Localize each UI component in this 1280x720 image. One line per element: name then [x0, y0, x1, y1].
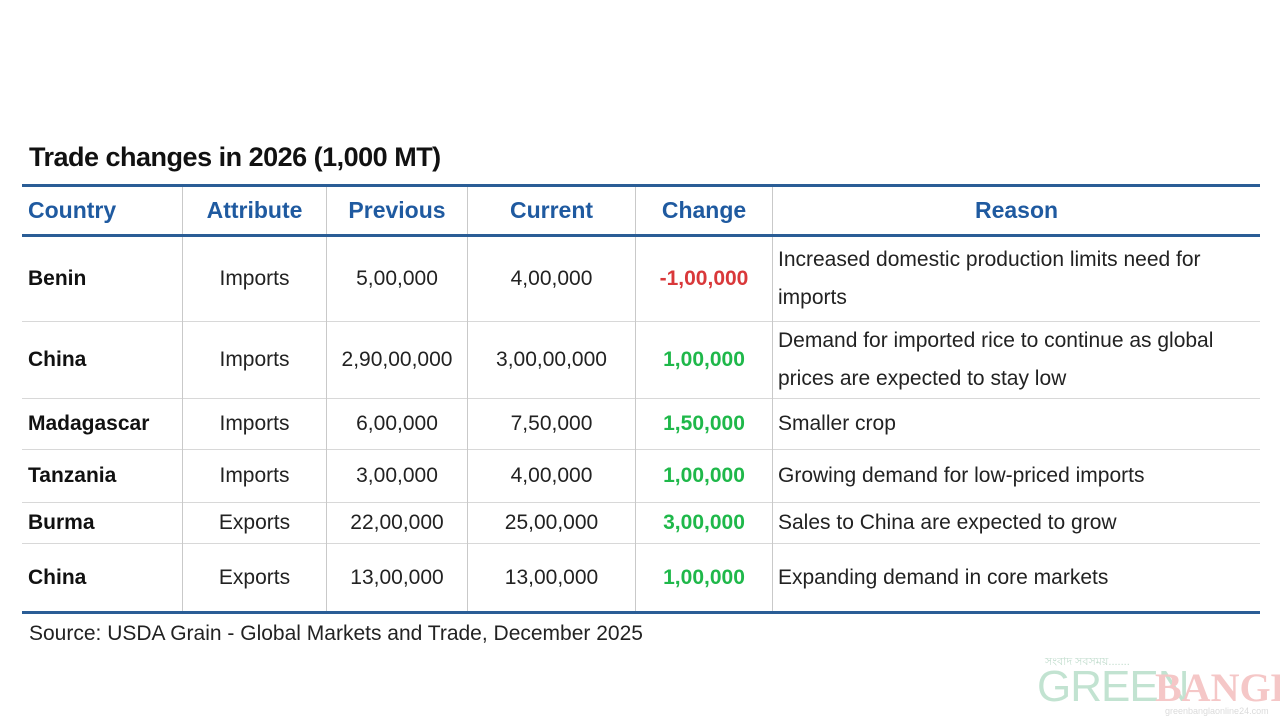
previous-cell: 22,00,000 [326, 502, 468, 544]
previous-cell: 13,00,000 [326, 543, 468, 613]
current-cell: 13,00,000 [467, 543, 636, 613]
current-cell: 7,50,000 [467, 398, 636, 450]
current-cell: 25,00,000 [467, 502, 636, 544]
change-cell: 1,00,000 [635, 449, 773, 503]
change-cell: 1,50,000 [635, 398, 773, 450]
change-cell: 3,00,000 [635, 502, 773, 544]
attribute-cell: Imports [182, 235, 327, 322]
table-row: China Exports 13,00,000 13,00,000 1,00,000 Ex… [22, 543, 1260, 613]
header-previous: Previous [326, 185, 468, 237]
country-cell: Tanzania [22, 449, 183, 503]
change-cell: 1,00,000 [635, 321, 773, 399]
attribute-cell: Exports [182, 502, 327, 544]
attribute-cell: Imports [182, 398, 327, 450]
reason-cell: Smaller crop [772, 398, 1260, 450]
reason-cell: Demand for imported rice to continue as … [772, 321, 1260, 399]
table-row: Madagascar Imports 6,00,000 7,50,000 1,50,00… [22, 398, 1260, 450]
previous-cell: 6,00,000 [326, 398, 468, 450]
table-row: Benin Imports 5,00,000 4,00,000 -1,00,000 Inc… [22, 235, 1260, 322]
greenbangla-watermark-logo: সংবাদ সবসময়....... GREEN BANGLA greenba… [1025, 650, 1280, 720]
country-cell: Benin [22, 235, 183, 322]
watermark-url: greenbanglaonline24.com [1165, 706, 1269, 716]
attribute-cell: Imports [182, 321, 327, 399]
source-note: Source: USDA Grain - Global Markets and … [29, 622, 643, 645]
header-row: Country Attribute Previous Current Chang… [22, 185, 1260, 237]
attribute-cell: Exports [182, 543, 327, 613]
header-current: Current [467, 185, 636, 237]
current-cell: 3,00,00,000 [467, 321, 636, 399]
country-cell: China [22, 543, 183, 613]
watermark-bangla: BANGLA [1155, 665, 1280, 710]
header-change: Change [635, 185, 773, 237]
table-row: Burma Exports 22,00,000 25,00,000 3,00,000 Sa… [22, 502, 1260, 544]
country-cell: China [22, 321, 183, 399]
reason-cell: Sales to China are expected to grow [772, 502, 1260, 544]
change-cell: -1,00,000 [635, 235, 773, 322]
previous-cell: 2,90,00,000 [326, 321, 468, 399]
previous-cell: 5,00,000 [326, 235, 468, 322]
attribute-cell: Imports [182, 449, 327, 503]
reason-cell: Growing demand for low-priced imports [772, 449, 1260, 503]
table-title: Trade changes in 2026 (1,000 MT) [29, 142, 441, 172]
header-country: Country [22, 185, 183, 237]
country-cell: Madagascar [22, 398, 183, 450]
reason-cell: Increased domestic production limits nee… [772, 235, 1260, 322]
watermark-green: GREEN [1037, 662, 1189, 711]
change-cell: 1,00,000 [635, 543, 773, 613]
trade-changes-table: Country Attribute Previous Current Chang… [22, 184, 1260, 614]
reason-cell: Expanding demand in core markets [772, 543, 1260, 613]
country-cell: Burma [22, 502, 183, 544]
watermark-tagline: সংবাদ সবসময়....... [1045, 656, 1130, 668]
table-row: Tanzania Imports 3,00,000 4,00,000 1,00,000 G… [22, 449, 1260, 503]
current-cell: 4,00,000 [467, 235, 636, 322]
header-attribute: Attribute [182, 185, 327, 237]
current-cell: 4,00,000 [467, 449, 636, 503]
table-row: China Imports 2,90,00,000 3,00,00,000 1,00,0… [22, 321, 1260, 399]
previous-cell: 3,00,000 [326, 449, 468, 503]
header-reason: Reason [772, 185, 1260, 237]
